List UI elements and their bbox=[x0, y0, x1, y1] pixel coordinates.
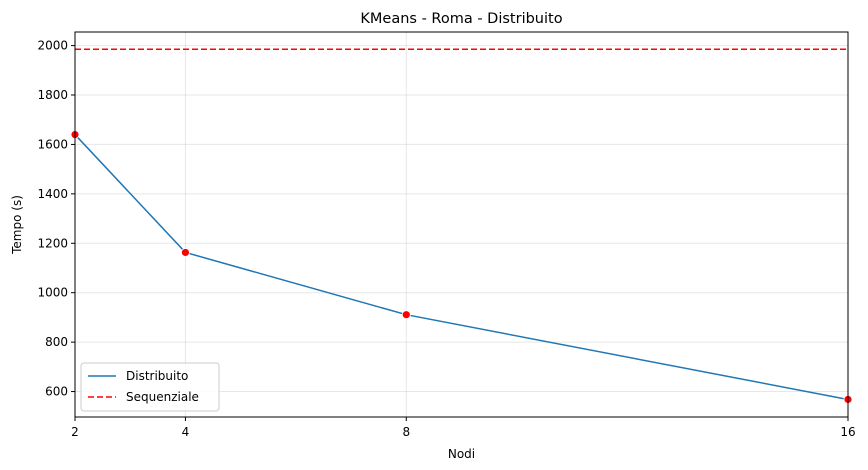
y-tick-label: 1400 bbox=[37, 187, 68, 201]
grid-lines bbox=[74, 32, 849, 417]
data-point-distribuito bbox=[401, 310, 411, 320]
chart-title: KMeans - Roma - Distribuito bbox=[360, 11, 562, 27]
plot-area bbox=[70, 48, 853, 404]
x-tick-label: 2 bbox=[71, 425, 79, 439]
series-line-distribuito bbox=[74, 134, 849, 401]
x-tick-label: 16 bbox=[840, 425, 855, 439]
axes-frame bbox=[74, 31, 849, 418]
legend-label-distribuito: Distribuito bbox=[126, 369, 188, 383]
x-tick-label: 4 bbox=[182, 425, 190, 439]
y-tick-label: 1200 bbox=[37, 236, 68, 250]
y-axis-ticks: 600 800 1000 1200 1400 1600 1800 2000 bbox=[37, 39, 75, 399]
x-axis-label: Nodi bbox=[448, 447, 475, 461]
legend: Distribuito Sequenziale bbox=[80, 362, 220, 412]
y-tick-label: 1600 bbox=[37, 137, 68, 151]
y-tick-label: 1800 bbox=[37, 88, 68, 102]
y-tick-label: 2000 bbox=[37, 39, 68, 53]
y-axis-label: Tempo (s) bbox=[10, 195, 24, 255]
x-axis-ticks: 2 4 8 16 bbox=[71, 417, 856, 439]
data-point-distribuito bbox=[181, 248, 190, 257]
legend-box bbox=[80, 362, 220, 412]
y-tick-label: 1000 bbox=[37, 286, 68, 300]
y-tick-label: 800 bbox=[45, 335, 68, 349]
x-tick-label: 8 bbox=[402, 425, 410, 439]
legend-label-sequenziale: Sequenziale bbox=[126, 390, 199, 404]
y-tick-label: 600 bbox=[45, 385, 68, 399]
